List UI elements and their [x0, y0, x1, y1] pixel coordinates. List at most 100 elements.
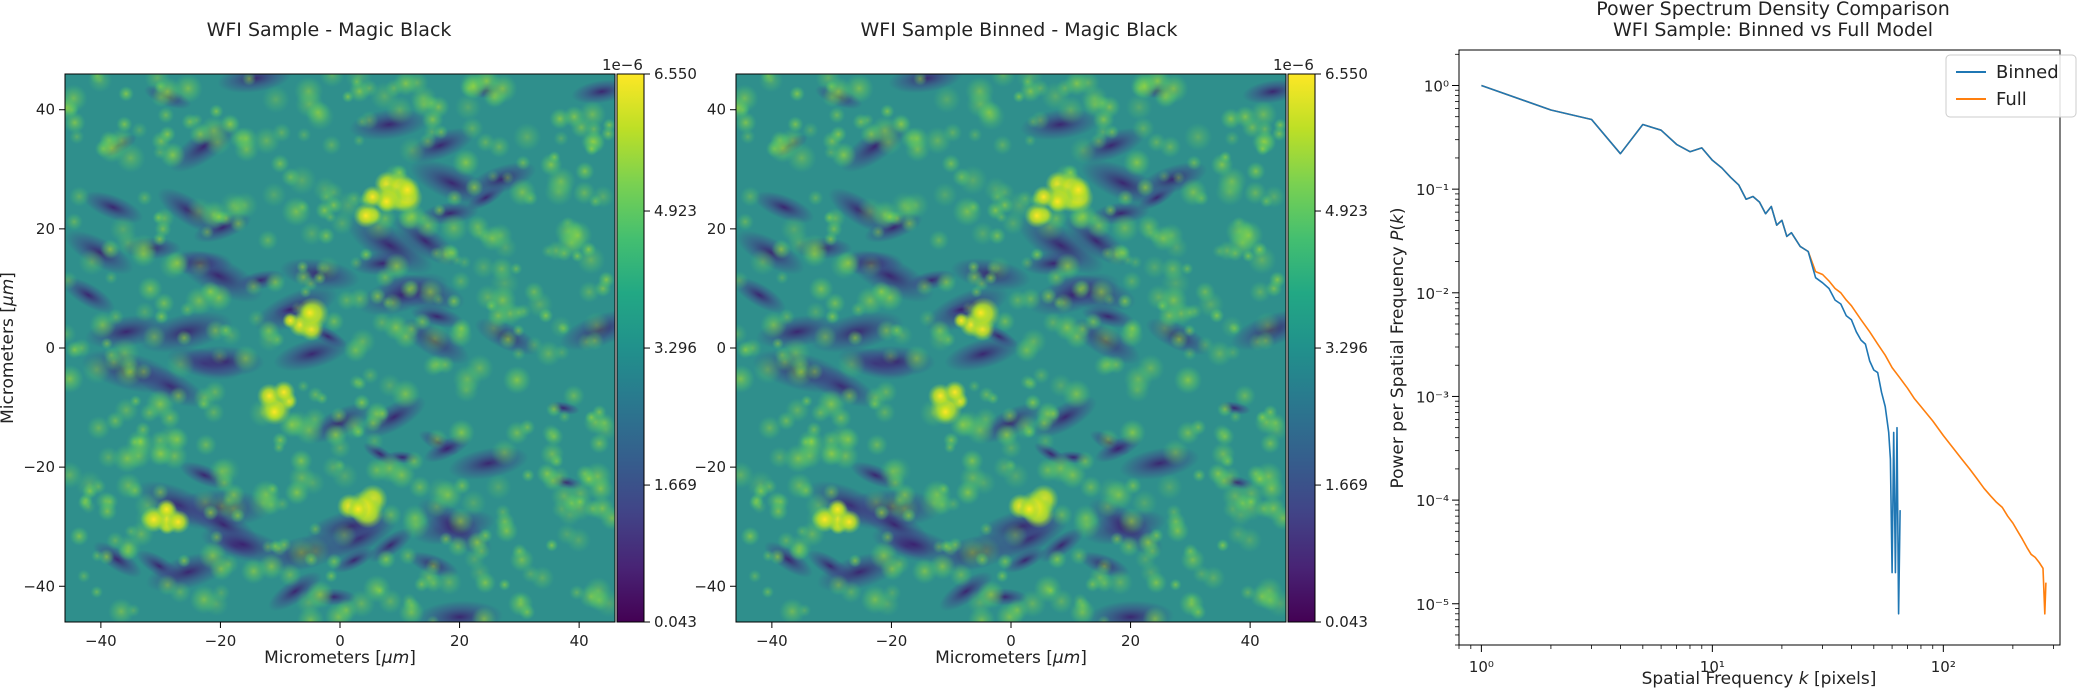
texture-cell: [398, 136, 426, 165]
colorbar-2-tick-label: 1.669: [1325, 476, 1368, 494]
texture-cell: [1151, 315, 1178, 341]
texture-cell: [413, 312, 432, 331]
texture-cell: [447, 507, 474, 535]
texture-cell: [68, 186, 90, 207]
texture-cell: [976, 580, 1006, 609]
texture-cell: [401, 504, 429, 532]
texture-cell: [760, 311, 788, 339]
texture-cell: [131, 121, 148, 139]
texture-cell: [208, 104, 224, 119]
texture-cell: [317, 227, 335, 245]
texture-cell: [994, 182, 1015, 203]
texture-cell: [992, 135, 1013, 156]
texture-cell: [579, 469, 599, 489]
texture-cell: [1124, 377, 1150, 403]
texture-cell: [446, 189, 464, 207]
psd-ytick-label: 10⁻⁵: [1416, 596, 1449, 614]
colorbar-2-tick-label: 3.296: [1325, 339, 1368, 357]
texture-cell: [535, 340, 562, 367]
psd-xtick-label: 10²: [1931, 658, 1956, 676]
texture-cell: [943, 441, 956, 454]
colorbar-1-tick-label: 0.043: [654, 613, 697, 631]
texture-cell: [852, 113, 870, 131]
texture-cell: [1128, 255, 1143, 270]
texture-cell: [248, 488, 278, 518]
colorbar-2-tick-label: 0.043: [1325, 613, 1368, 631]
texture-cell: [960, 449, 984, 473]
texture-cell: [133, 434, 148, 449]
texture-cell: [446, 293, 462, 309]
heatmap-2-ytick-label: 0: [716, 339, 726, 357]
texture-cell: [1233, 384, 1256, 407]
texture-cell: [451, 318, 472, 339]
texture-cell: [361, 366, 380, 385]
texture-cell: [1110, 213, 1140, 243]
texture-cell: [324, 569, 338, 583]
texture-cell: [1153, 85, 1177, 109]
texture-cell: [1023, 134, 1037, 147]
colorbar-1-tick-label: 6.550: [654, 65, 697, 83]
heatmap-2-xtick-label: 20: [1121, 632, 1140, 650]
texture-cell: [901, 508, 917, 524]
texture-cell: [553, 130, 569, 147]
texture-cell: [584, 141, 599, 156]
texture-cell: [1255, 141, 1270, 156]
texture-cell: [1211, 442, 1236, 467]
heatmap-1-ytick-label: −20: [23, 458, 55, 476]
texture-cell: [797, 603, 812, 618]
texture-cell: [1039, 287, 1058, 305]
texture-cell: [200, 225, 215, 239]
texture-cell: [599, 505, 615, 531]
texture-cell: [135, 421, 151, 438]
colorbar-1: 1e−6 0.043 1.669 3.296 4.923 6.550: [602, 56, 697, 631]
texture-cell: [1084, 312, 1103, 331]
texture-cell: [196, 397, 211, 411]
texture-cell: [65, 323, 77, 345]
texture-cell: [1250, 469, 1270, 489]
texture-cell: [739, 186, 761, 207]
texture-cell: [1119, 419, 1146, 446]
texture-cell: [158, 125, 176, 143]
texture-cell: [220, 324, 242, 347]
texture-cell: [806, 421, 822, 438]
texture-cell: [126, 603, 141, 618]
texture-bright-spot: [1018, 498, 1041, 520]
texture-cell: [98, 548, 115, 565]
texture-cell: [274, 496, 290, 512]
texture-cell: [1117, 293, 1133, 309]
psd-ytick-label: 10⁻³: [1416, 388, 1449, 406]
texture-cell: [185, 197, 214, 226]
texture-cell: [1131, 489, 1158, 516]
texture-cell: [1156, 473, 1183, 501]
texture-cell: [1117, 189, 1135, 207]
texture-cell: [1182, 346, 1197, 361]
texture-cell: [544, 426, 564, 447]
texture-cell: [165, 427, 190, 452]
colorbar-2-gradient: [1287, 73, 1316, 623]
texture-valley: [939, 571, 993, 612]
texture-cell: [1227, 523, 1249, 545]
texture-cell: [545, 401, 562, 418]
texture-cell: [918, 309, 937, 328]
texture-cell: [521, 468, 535, 483]
texture-cell: [1268, 271, 1286, 289]
texture-cell: [871, 225, 886, 239]
texture-cell: [307, 386, 324, 403]
texture-cell: [107, 598, 135, 622]
texture-cell: [1024, 394, 1042, 412]
texture-cell: [761, 585, 775, 599]
texture-cell: [1197, 291, 1225, 318]
texture-cell: [413, 576, 430, 593]
texture-cell: [452, 148, 480, 177]
texture-cell: [511, 543, 528, 559]
texture-cell: [294, 76, 324, 106]
texture-cell: [890, 191, 919, 220]
texture-cell: [177, 554, 191, 568]
texture-cell: [768, 501, 789, 522]
texture-cell: [967, 260, 980, 274]
heatmap-2-xtick-label: 0: [1006, 632, 1016, 650]
texture-cell: [1183, 324, 1196, 337]
texture-cell: [824, 77, 853, 106]
texture-cell: [164, 250, 190, 276]
texture-cell: [1036, 431, 1055, 451]
